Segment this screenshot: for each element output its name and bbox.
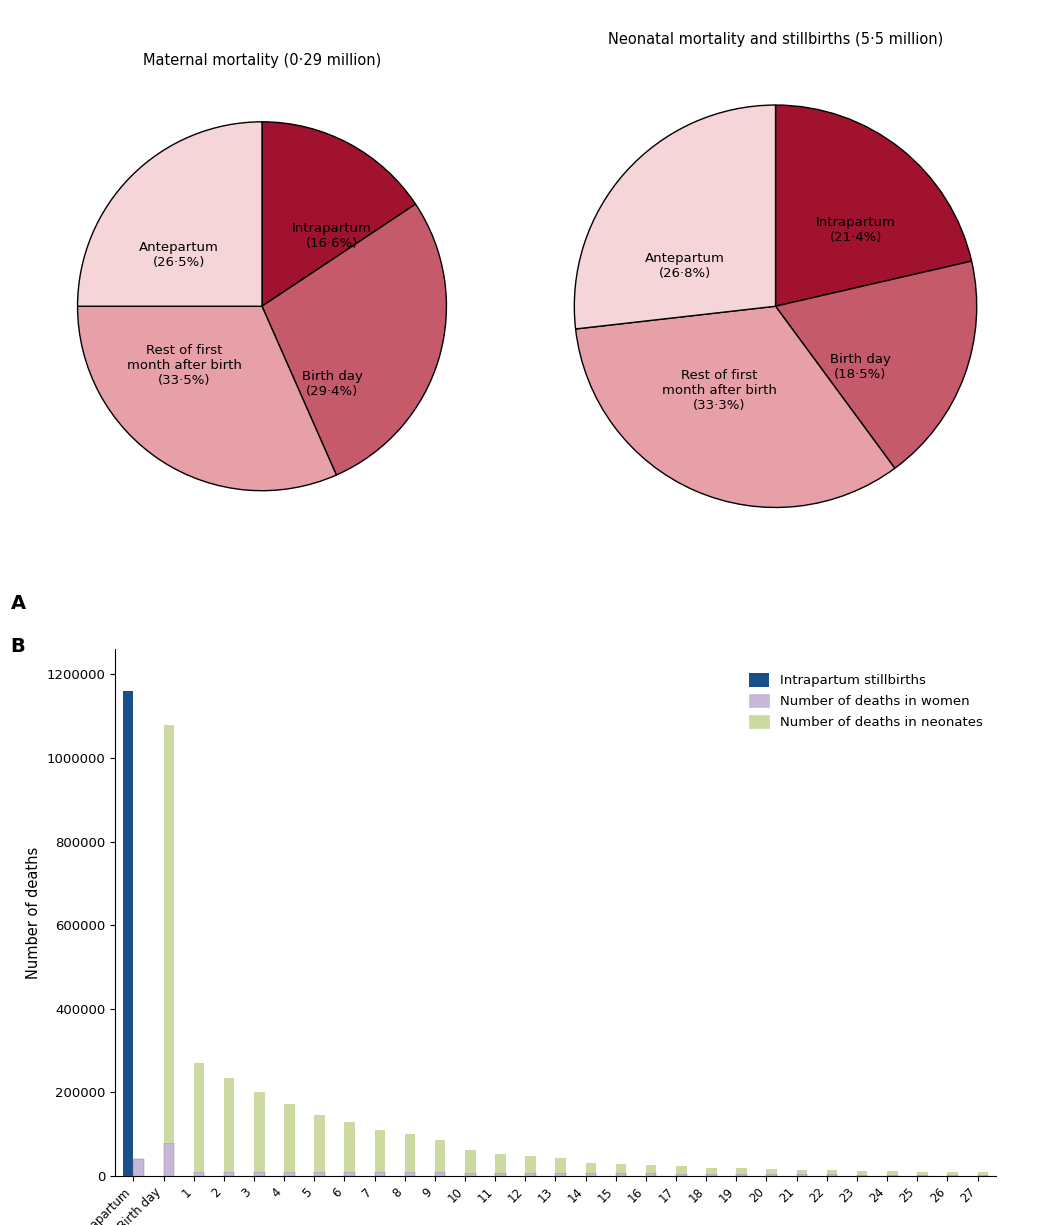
- Bar: [616, 1164, 627, 1174]
- Bar: [194, 1172, 204, 1176]
- Bar: [887, 1171, 898, 1175]
- Bar: [435, 1172, 445, 1176]
- Bar: [586, 1174, 596, 1176]
- Bar: [284, 1104, 294, 1172]
- Wedge shape: [262, 121, 416, 306]
- Bar: [586, 1163, 596, 1174]
- Text: Rest of first
month after birth
(33·5%): Rest of first month after birth (33·5%): [127, 344, 242, 387]
- Text: Intrapartum
(16·6%): Intrapartum (16·6%): [292, 222, 372, 250]
- Bar: [978, 1172, 988, 1175]
- Bar: [465, 1149, 476, 1172]
- Wedge shape: [776, 261, 977, 468]
- Text: Birth day
(29·4%): Birth day (29·4%): [302, 370, 363, 398]
- Bar: [163, 724, 174, 1143]
- Text: Antepartum
(26·8%): Antepartum (26·8%): [645, 252, 725, 281]
- Bar: [374, 1129, 385, 1172]
- Bar: [405, 1172, 415, 1176]
- Bar: [555, 1174, 566, 1176]
- Bar: [254, 1172, 264, 1176]
- Bar: [345, 1172, 355, 1176]
- Text: A: A: [10, 594, 25, 614]
- Wedge shape: [575, 306, 895, 507]
- Wedge shape: [776, 105, 971, 306]
- Bar: [435, 1140, 445, 1172]
- Wedge shape: [574, 105, 776, 330]
- Bar: [917, 1175, 927, 1176]
- Bar: [123, 691, 133, 1176]
- Bar: [737, 1169, 747, 1174]
- Bar: [495, 1172, 506, 1176]
- Bar: [857, 1171, 868, 1175]
- Bar: [796, 1170, 807, 1175]
- Title: Neonatal mortality and stillbirths (5·5 million): Neonatal mortality and stillbirths (5·5 …: [608, 32, 943, 47]
- Bar: [766, 1175, 777, 1176]
- Bar: [163, 1143, 174, 1176]
- Wedge shape: [78, 306, 336, 491]
- Bar: [947, 1175, 958, 1176]
- Bar: [676, 1174, 686, 1176]
- Title: Maternal mortality (0·29 million): Maternal mortality (0·29 million): [143, 53, 381, 67]
- Legend: Intrapartum stillbirths, Number of deaths in women, Number of deaths in neonates: Intrapartum stillbirths, Number of death…: [743, 666, 989, 735]
- Bar: [827, 1170, 837, 1175]
- Text: Rest of first
month after birth
(33·3%): Rest of first month after birth (33·3%): [661, 369, 777, 413]
- Bar: [525, 1156, 536, 1172]
- Wedge shape: [78, 121, 262, 306]
- Bar: [345, 1122, 355, 1172]
- Wedge shape: [262, 205, 446, 475]
- Bar: [917, 1171, 927, 1175]
- Bar: [887, 1175, 898, 1176]
- Text: Antepartum
(26·5%): Antepartum (26·5%): [139, 240, 219, 268]
- Text: Intrapartum
(21·4%): Intrapartum (21·4%): [816, 216, 896, 244]
- Text: B: B: [10, 637, 25, 657]
- Bar: [465, 1172, 476, 1176]
- Bar: [857, 1175, 868, 1176]
- Bar: [947, 1172, 958, 1175]
- Bar: [796, 1175, 807, 1176]
- Bar: [676, 1166, 686, 1174]
- Bar: [706, 1167, 717, 1174]
- Bar: [616, 1174, 627, 1176]
- Bar: [284, 1172, 294, 1176]
- Bar: [254, 1093, 264, 1172]
- Bar: [194, 1063, 204, 1172]
- Bar: [555, 1159, 566, 1174]
- Bar: [737, 1174, 747, 1176]
- Bar: [405, 1134, 415, 1172]
- Bar: [224, 1078, 235, 1172]
- Bar: [766, 1170, 777, 1175]
- Bar: [827, 1175, 837, 1176]
- Bar: [224, 1172, 235, 1176]
- Bar: [646, 1165, 656, 1174]
- Bar: [374, 1172, 385, 1176]
- Bar: [133, 1159, 144, 1176]
- Bar: [495, 1154, 506, 1172]
- Bar: [646, 1174, 656, 1176]
- Bar: [706, 1174, 717, 1176]
- Bar: [525, 1172, 536, 1176]
- Y-axis label: Number of deaths: Number of deaths: [26, 846, 41, 979]
- Bar: [314, 1115, 325, 1172]
- Bar: [314, 1172, 325, 1176]
- Text: Birth day
(18·5%): Birth day (18·5%): [830, 353, 891, 381]
